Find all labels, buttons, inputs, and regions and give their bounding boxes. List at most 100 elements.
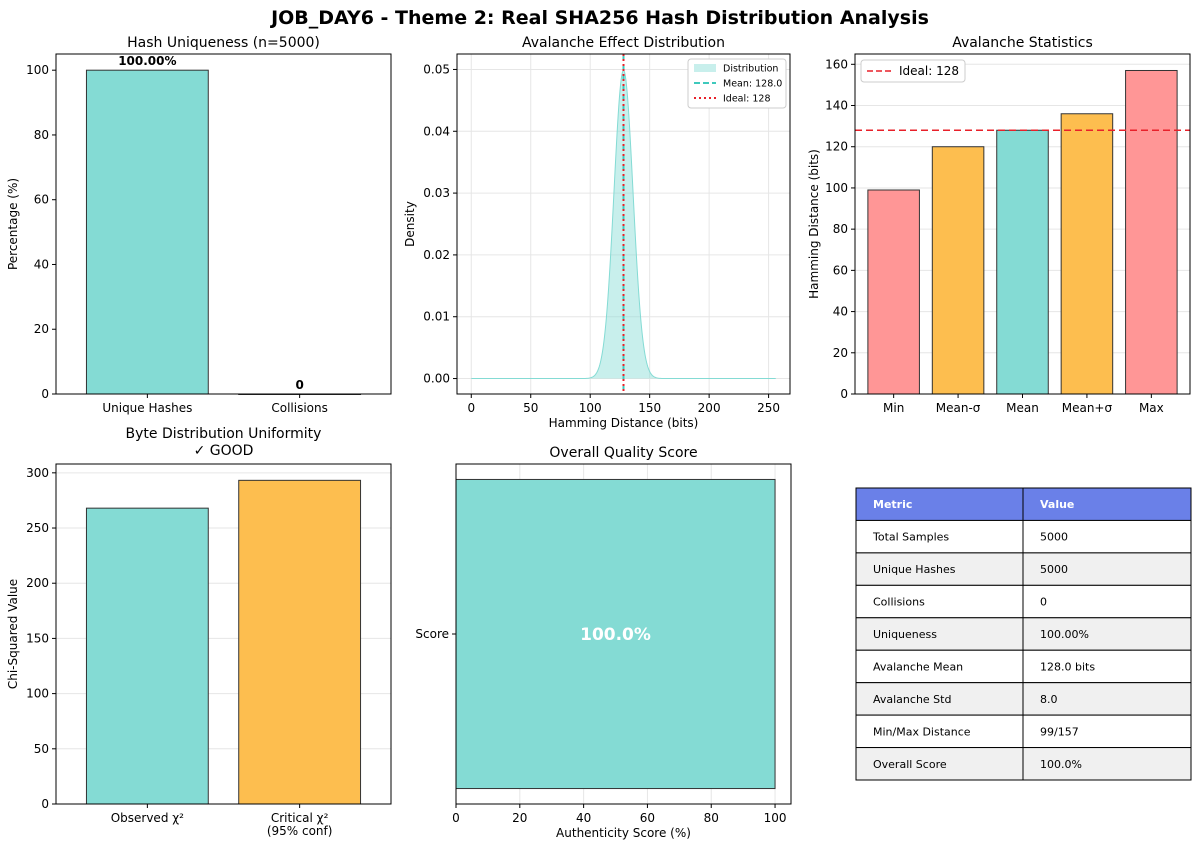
x-tick-label: (95% conf) <box>267 824 333 838</box>
table-cell-text: Unique Hashes <box>873 563 956 576</box>
table-cell <box>855 519 1024 554</box>
y-tick-label: 40 <box>833 305 848 319</box>
table-header-cell <box>855 487 1024 521</box>
y-tick-label: 0.01 <box>423 310 450 324</box>
panel-title: Avalanche Statistics <box>952 35 1093 51</box>
data-label: 100.0% <box>580 625 651 645</box>
chart-avalanche-distribution: Avalanche Effect Distribution 0.00 0.01 0.0… <box>403 35 791 430</box>
plot-frame <box>455 463 792 805</box>
legend-label: Distribution <box>723 64 778 75</box>
y-tick-label: 100 <box>26 63 49 77</box>
y-tick-label: 0.02 <box>423 248 450 262</box>
x-tick-label: 50 <box>523 401 538 415</box>
panel-title: Hash Uniqueness (n=5000) <box>127 35 320 51</box>
plot-frame <box>55 53 392 395</box>
table-cell <box>1022 714 1192 749</box>
table-cell <box>1022 519 1192 554</box>
table-cell-text: Avalanche Std <box>873 693 951 706</box>
data-label: 100.00% <box>118 54 176 68</box>
panel-title: Avalanche Effect Distribution <box>522 35 725 51</box>
table-cell <box>1022 649 1192 684</box>
table-cell-text: 0 <box>1040 596 1047 609</box>
table-header-cell <box>1022 487 1192 521</box>
table-cell-text: 5000 <box>1040 531 1068 544</box>
table-cell <box>1022 747 1192 781</box>
x-tick-label: Mean <box>1006 401 1039 415</box>
plot-frame <box>854 53 1191 395</box>
y-axis-label: Hamming Distance (bits) <box>807 149 821 299</box>
x-axis-label: Hamming Distance (bits) <box>549 416 699 430</box>
x-tick-label: 60 <box>640 811 655 825</box>
y-tick-label: 0 <box>41 387 49 401</box>
y-tick-label: 0 <box>41 797 49 811</box>
bar <box>931 146 985 395</box>
bar <box>1125 69 1178 395</box>
bar <box>455 478 776 790</box>
y-tick-label: 100 <box>825 181 848 195</box>
x-tick-label: Mean-σ <box>936 401 981 415</box>
legend-box <box>687 58 787 109</box>
legend-label: Ideal: 128 <box>723 94 771 105</box>
table-cell-text: Min/Max Distance <box>873 725 971 738</box>
y-tick-label: 0.00 <box>423 372 450 386</box>
legend: Ideal: 128 <box>860 59 966 83</box>
y-axis-label: Chi-Squared Value <box>6 579 20 689</box>
panel-title: Overall Quality Score <box>549 445 697 461</box>
table-cell <box>1022 682 1192 716</box>
panel-title: Byte Distribution Uniformity <box>126 426 322 442</box>
table-cell <box>855 552 1024 586</box>
legend-box <box>860 59 966 83</box>
chart-hash-uniqueness: Hash Uniqueness (n=5000) 0 20 40 60 80 100 Uniq… <box>6 35 392 415</box>
table-cell-text: Collisions <box>873 596 925 609</box>
x-tick-label: Min <box>883 401 904 415</box>
y-tick-label: 80 <box>833 222 848 236</box>
y-tick-label: 150 <box>26 631 49 645</box>
x-tick-label: Collisions <box>271 401 328 415</box>
y-tick-label: 120 <box>825 140 848 154</box>
table-cell-text: Uniqueness <box>873 628 937 641</box>
y-tick-label: Score <box>415 627 449 641</box>
table-cell-text: 100.00% <box>1040 628 1089 641</box>
summary-table: Metric Value Total Samples 5000 Unique Hashe… <box>855 487 1192 781</box>
x-tick-label: 100 <box>579 401 602 415</box>
y-tick-label: 40 <box>34 257 49 271</box>
table-cell-text: Total Samples <box>872 531 949 544</box>
x-tick-label: 20 <box>512 811 527 825</box>
table-cell <box>1022 584 1192 619</box>
table-cell <box>855 714 1024 749</box>
x-tick-label: 0 <box>467 401 475 415</box>
y-tick-label: 50 <box>34 742 49 756</box>
y-tick-label: 0 <box>840 387 848 401</box>
bar <box>996 129 1049 395</box>
y-tick-label: 0.04 <box>423 124 450 138</box>
table-cell-text: 128.0 bits <box>1040 660 1095 673</box>
plot-frame <box>456 53 791 395</box>
x-tick-label: 100 <box>764 811 787 825</box>
chart-byte-uniformity: Byte Distribution Uniformity✓ GOOD 0 50 100… <box>6 426 392 838</box>
x-tick-label: Critical χ² <box>271 811 329 825</box>
table-cell-text: 8.0 <box>1040 693 1058 706</box>
y-tick-label: 140 <box>825 99 848 113</box>
x-tick-label: 150 <box>638 401 661 415</box>
x-tick-label: Unique Hashes <box>102 401 192 415</box>
plot-frame <box>55 463 392 805</box>
y-tick-label: 60 <box>34 193 49 207</box>
x-tick-label: Max <box>1139 401 1164 415</box>
y-tick-label: 250 <box>26 521 49 535</box>
x-tick-label: 40 <box>576 811 591 825</box>
y-axis-label: Percentage (%) <box>6 178 20 270</box>
y-tick-label: 300 <box>26 466 49 480</box>
table-cell <box>855 649 1024 684</box>
x-tick-label: Observed χ² <box>111 811 184 825</box>
table-cell-text: Overall Score <box>873 758 947 771</box>
y-tick-label: 0.03 <box>423 186 450 200</box>
bar <box>867 189 920 395</box>
x-tick-label: 250 <box>757 401 780 415</box>
x-tick-label: 80 <box>704 811 719 825</box>
table-cell-text: 99/157 <box>1040 725 1079 738</box>
bar <box>1060 113 1114 395</box>
legend: Distribution Mean: 128.0 Ideal: 128 <box>687 58 787 109</box>
y-tick-label: 200 <box>26 576 49 590</box>
y-tick-label: 20 <box>34 322 49 336</box>
